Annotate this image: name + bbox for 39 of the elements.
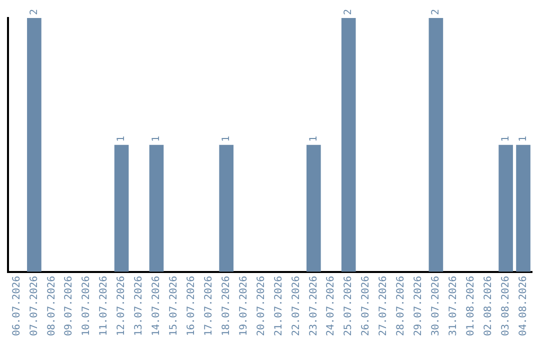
data-label: 1 xyxy=(116,136,128,142)
data-label: 1 xyxy=(518,136,529,142)
x-tick-label: 10.07.2026 xyxy=(81,276,92,336)
x-tick-label: 20.07.2026 xyxy=(256,276,267,336)
x-tick-label: 13.07.2026 xyxy=(134,276,145,336)
x-tick-label: 11.07.2026 xyxy=(98,276,110,336)
data-label: 1 xyxy=(220,136,232,142)
x-tick-label: 03.08.2026 xyxy=(500,276,512,336)
x-tick-label: 16.07.2026 xyxy=(186,276,197,336)
x-tick-label: 22.07.2026 xyxy=(290,276,302,336)
data-label: 2 xyxy=(430,8,442,15)
x-tick-label: 06.07.2026 xyxy=(11,276,22,336)
x-tick-label: 25.07.2026 xyxy=(343,276,354,336)
x-tick-label: 26.07.2026 xyxy=(360,276,372,336)
x-tick-label: 27.07.2026 xyxy=(378,276,390,336)
x-tick-label: 04.08.2026 xyxy=(518,276,529,336)
x-tick-label: 09.07.2026 xyxy=(64,276,75,336)
data-label: 1 xyxy=(500,136,512,142)
x-tick-label: 17.07.2026 xyxy=(203,276,214,336)
data-label: 2 xyxy=(28,8,40,15)
x-tick-label: 08.07.2026 xyxy=(46,276,58,336)
x-tick-label: 30.07.2026 xyxy=(430,276,442,336)
x-tick-label: 18.07.2026 xyxy=(220,276,232,336)
x-tick-label: 02.08.2026 xyxy=(482,276,494,336)
x-tick-label: 01.08.2026 xyxy=(465,276,476,336)
x-tick-label: 31.07.2026 xyxy=(448,276,459,336)
x-tick-label: 23.07.2026 xyxy=(308,276,320,336)
x-tick-label: 12.07.2026 xyxy=(116,276,128,336)
data-label: 1 xyxy=(308,136,320,142)
x-tick-label: 29.07.2026 xyxy=(413,276,424,336)
x-tick-label: 14.07.2026 xyxy=(151,276,162,336)
x-tick-label: 19.07.2026 xyxy=(238,276,250,336)
data-label: 2 xyxy=(343,8,354,15)
data-label: 1 xyxy=(151,136,162,142)
x-tick-label: 21.07.2026 xyxy=(273,276,284,336)
x-tick-label: 28.07.2026 xyxy=(396,276,407,336)
x-tick-label: 15.07.2026 xyxy=(168,276,180,336)
x-tick-label: 24.07.2026 xyxy=(326,276,337,336)
x-tick-label: 07.07.2026 xyxy=(28,276,40,336)
